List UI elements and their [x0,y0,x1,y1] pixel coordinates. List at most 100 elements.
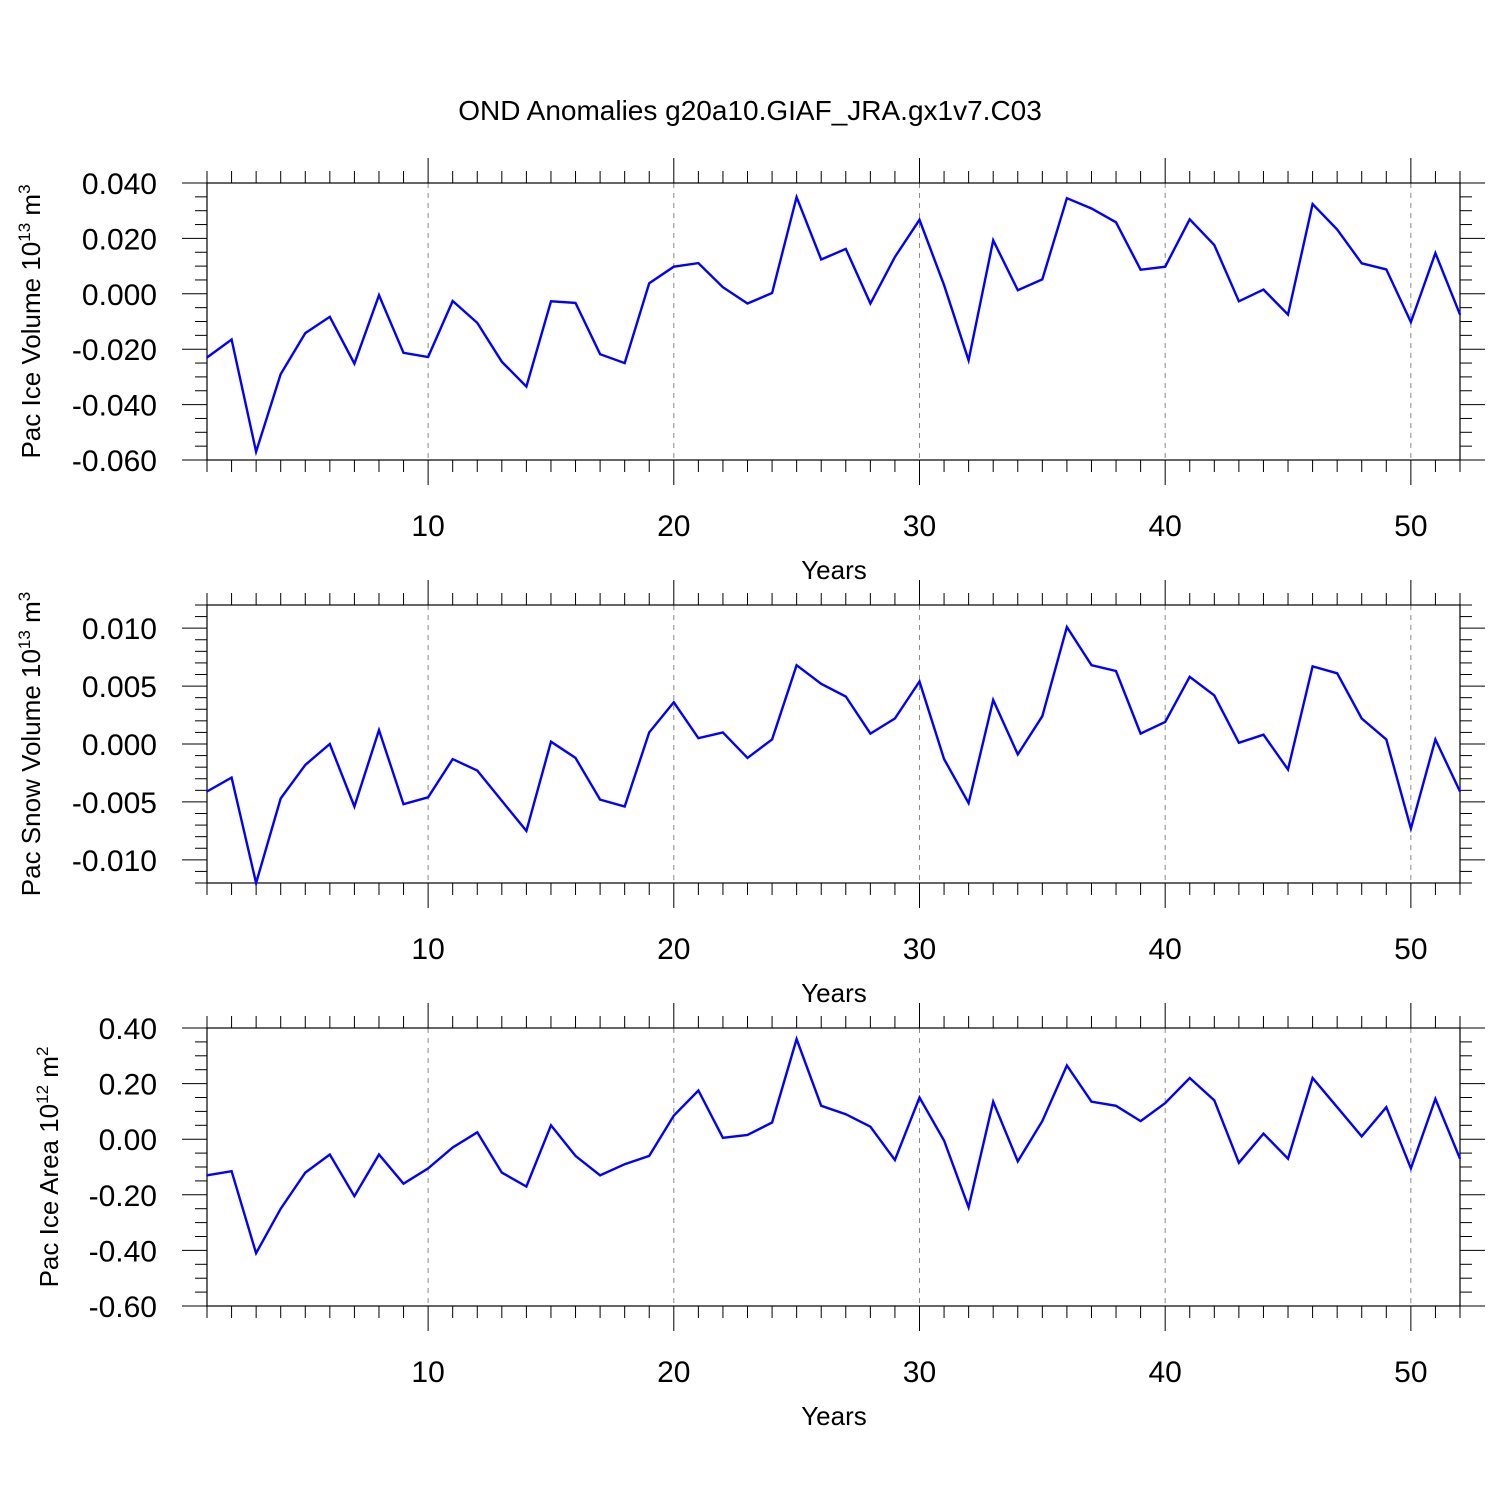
data-point [1410,827,1412,830]
y-tick-label: -0.060 [72,445,157,478]
y-tick-label: -0.005 [72,787,157,820]
data-point [1164,721,1166,723]
data-point [402,803,405,806]
data-point [1188,1077,1191,1079]
y-tick-label: -0.40 [89,1235,157,1268]
x-tick-label: 40 [1148,1356,1181,1389]
data-point [869,302,872,305]
data-point [697,737,700,740]
x-tick-label: 50 [1394,1356,1427,1389]
data-point [746,1134,749,1136]
data-point [230,1170,233,1172]
y-tick-label: 0.005 [82,671,157,704]
x-tick-label: 10 [411,933,444,966]
y-axis-label-exponent: 12 [33,1085,52,1104]
data-point [844,248,847,250]
data-point [206,356,208,359]
series-line [206,193,1462,457]
data-point [1459,1157,1461,1160]
y-axis-label-unit: m [16,194,46,223]
data-point [501,360,503,363]
data-point [329,315,331,318]
data-point [795,1038,798,1040]
y-tick-label: 0.40 [99,1013,157,1046]
data-point [648,1155,651,1157]
data-point [1385,1106,1388,1109]
data-point [451,300,454,302]
data-point [1188,218,1191,221]
panel-ice-volume: 10 20 30 40 50 0.040 0.020 0.000 -0.020 -0.040 -0.… [15,158,1485,585]
data-point [378,729,380,731]
data-point [279,1207,282,1210]
data-point [1238,300,1240,303]
data-point [476,1131,479,1134]
data-point [992,1100,994,1103]
data-point [378,1153,380,1156]
data-point [894,1159,896,1161]
y-axis-label-unit: m [34,1056,64,1085]
x-tick-label: 30 [903,510,936,543]
data-point [353,805,356,808]
y-axis-label-exponent: 13 [15,223,34,242]
data-point [1164,1102,1166,1104]
data-point [648,731,651,734]
data-point [673,701,675,704]
data-point [574,1155,577,1157]
panel-ice-area: 10 20 30 40 50 0.40 0.20 0.00 -0.20 -0.40 -0.60 Yea… [33,1003,1485,1431]
data-point [1066,1064,1068,1067]
y-tick-label: 0.20 [99,1069,157,1102]
data-point [304,764,307,766]
data-point [1041,278,1044,281]
data-point [451,758,454,760]
data-point [574,757,577,759]
data-point [1311,1077,1314,1079]
data-point [967,359,970,362]
data-point [1459,790,1461,793]
y-axis-label-unit-exponent: 3 [15,592,34,601]
data-point [844,695,847,698]
data-point [1287,1157,1289,1160]
x-tick-label: 40 [1148,510,1181,543]
data-point [869,732,872,735]
data-point [967,802,970,804]
data-point [1434,738,1437,741]
data-point [1115,670,1117,672]
data-point [1385,738,1388,741]
data-point [1139,268,1142,271]
y-tick-label: 0.00 [99,1124,157,1157]
data-point [550,300,552,303]
y-tick-label: -0.010 [72,845,157,878]
data-point [599,353,601,355]
data-point [1090,207,1093,210]
data-point [1164,265,1166,268]
data-point [1238,742,1240,744]
data-point [967,1206,970,1209]
data-point [771,738,773,741]
x-tick-label: 20 [657,933,690,966]
data-point [1041,1120,1044,1122]
y-tick-label: -0.020 [72,334,157,367]
y-axis-label: Pac Snow Volume 1013 m3 [15,592,46,896]
data-point [1213,694,1216,697]
data-point [1139,1120,1142,1122]
chart-title: OND Anomalies g20a10.GIAF_JRA.gx1v7.C03 [458,95,1042,126]
data-point [550,1124,552,1127]
data-point [230,338,233,341]
x-tick-label: 10 [411,510,444,543]
plot-frame [206,604,1461,884]
data-point [1262,288,1265,291]
data-point [476,322,479,324]
data-point [894,256,896,258]
data-point [820,1105,823,1107]
data-point [1311,665,1314,668]
data-point [1336,228,1338,231]
data-point [943,758,945,760]
data-point [1360,717,1363,720]
data-point [304,1171,307,1174]
data-point [1434,1098,1437,1100]
data-point [1016,753,1019,756]
data-point [722,286,724,288]
y-axis-label: Pac Ice Volume 1013 m3 [15,184,46,458]
data-point [1188,676,1191,678]
